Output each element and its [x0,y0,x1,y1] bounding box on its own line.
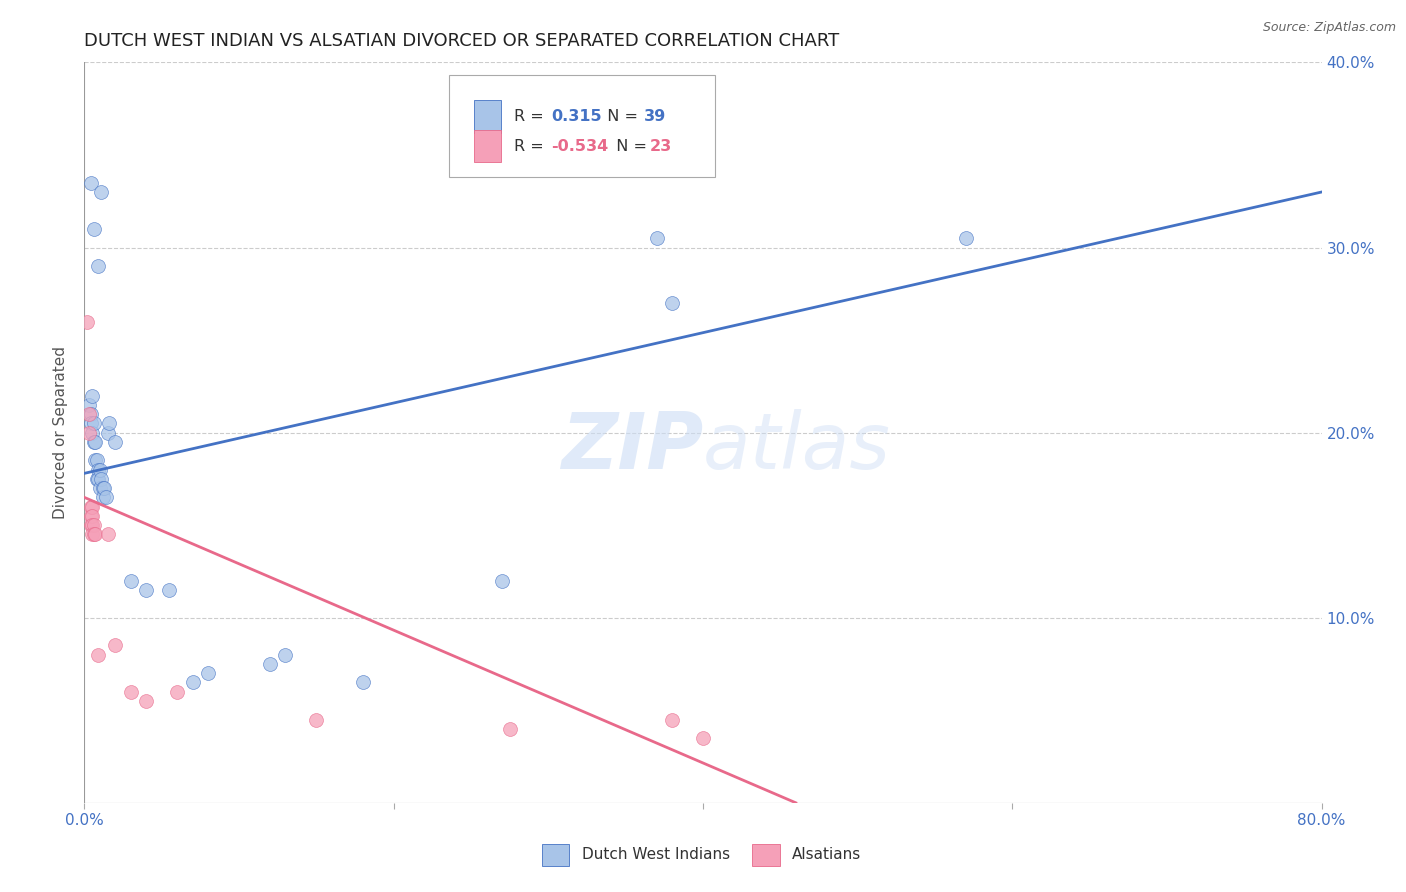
Point [82,388,104,402]
Point [181,675,204,690]
Text: R =: R = [513,138,548,153]
Point [79,407,101,421]
Point [96,425,118,440]
Point [82,425,104,440]
Text: DUTCH WEST INDIAN VS ALSATIAN DIVORCED OR SEPARATED CORRELATION CHART: DUTCH WEST INDIAN VS ALSATIAN DIVORCED O… [84,32,839,50]
Point [82,508,104,523]
Point [305,713,328,727]
Point [352,675,374,690]
FancyBboxPatch shape [450,75,716,178]
Text: atlas: atlas [703,409,891,485]
Point [79,500,101,514]
Point [84,527,107,541]
Point [89,462,111,476]
Point [159,582,180,597]
Point [83,527,105,541]
Point [84,434,107,449]
Point [274,648,297,662]
Point [84,453,107,467]
Point [79,518,101,533]
Point [83,518,105,533]
Point [79,417,101,431]
Point [89,481,111,495]
Point [86,472,108,486]
Text: R =: R = [513,109,548,124]
Text: Dutch West Indians: Dutch West Indians [582,847,730,863]
Point [90,185,112,199]
Point [120,685,142,699]
Point [661,296,683,310]
Point [259,657,281,671]
Point [135,582,157,597]
Point [197,666,219,681]
Text: N =: N = [596,109,643,124]
Text: ZIP: ZIP [561,409,703,485]
Point [83,434,105,449]
Point [90,472,112,486]
Point [83,222,105,236]
Point [77,425,100,440]
FancyBboxPatch shape [474,100,502,133]
Point [499,722,522,736]
Point [98,417,121,431]
Text: Alsatians: Alsatians [792,847,862,863]
Point [87,472,110,486]
Point [94,491,117,505]
Point [82,518,104,533]
Point [87,259,110,273]
Point [104,639,127,653]
Point [93,481,115,495]
FancyBboxPatch shape [543,844,569,866]
Text: 39: 39 [644,109,666,124]
Point [661,713,683,727]
Point [645,231,668,245]
Point [955,231,977,245]
Point [166,685,188,699]
Point [86,453,108,467]
Point [91,481,114,495]
Point [120,574,142,588]
Text: Source: ZipAtlas.com: Source: ZipAtlas.com [1263,21,1396,34]
Point [692,731,714,745]
Point [135,694,157,708]
Point [104,434,127,449]
Point [79,508,101,523]
Text: N =: N = [606,138,652,153]
Point [87,648,110,662]
Point [76,314,98,328]
Text: -0.534: -0.534 [551,138,607,153]
Point [77,407,100,421]
Point [77,398,100,412]
Point [87,462,110,476]
Text: 0.315: 0.315 [551,109,602,124]
FancyBboxPatch shape [474,130,502,162]
Y-axis label: Divorced or Separated: Divorced or Separated [53,346,69,519]
Point [79,176,101,190]
Point [96,527,118,541]
Point [82,527,104,541]
Text: 23: 23 [650,138,672,153]
Point [491,574,513,588]
Point [91,491,114,505]
Point [83,417,105,431]
FancyBboxPatch shape [752,844,780,866]
Point [82,500,104,514]
